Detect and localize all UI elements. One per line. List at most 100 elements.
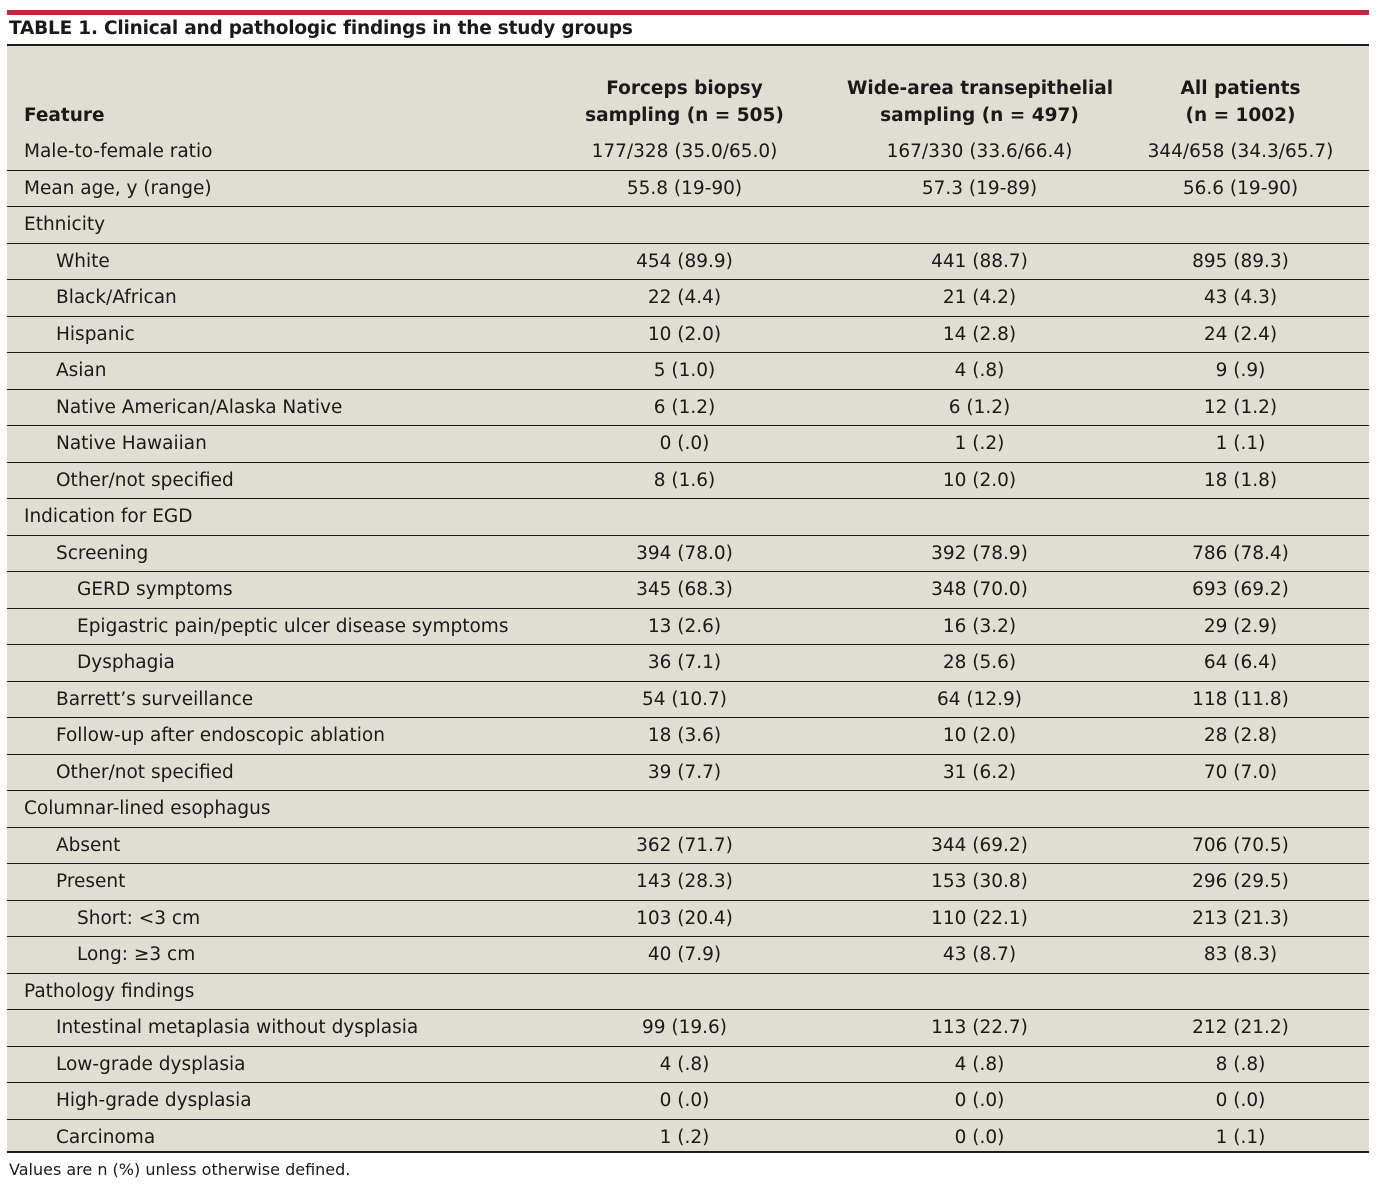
cell-all (1112, 206, 1369, 244)
cell-forceps: 1 (.2) (659, 1126, 710, 1148)
cell-forceps: 13 (2.6) (522, 608, 847, 645)
row-label: Follow-up after endoscopic ablation (7, 717, 522, 755)
section-label: Ethnicity (7, 206, 522, 244)
cell-wide-area: 64 (12.9) (847, 681, 1112, 718)
cell-wide-area: 4 (.8) (847, 352, 1112, 390)
table-row: Long: ≥3 cm 40 (7.9) 43 (8.7) 83 (8.3) (7, 936, 1369, 974)
cell-all (1112, 973, 1369, 1010)
cell-all: 1 (.1) (1112, 425, 1369, 463)
cell-wide-area: 14 (2.8) (847, 316, 1112, 353)
cell-wide-area: 43 (8.7) (847, 936, 1112, 974)
section-label: Indication for EGD (7, 498, 522, 536)
cell-all: 43 (4.3) (1112, 279, 1369, 317)
row-label: Native Hawaiian (7, 425, 522, 463)
cell-forceps: 4 (.8) (522, 1046, 847, 1083)
cell-wide-area: 10 (2.0) (847, 462, 1112, 499)
cell-wide-area: 28 (5.6) (847, 644, 1112, 682)
cell-forceps: 454 (89.9) (522, 243, 847, 280)
row-label: Barrett’s surveillance (7, 681, 522, 718)
row-label: White (7, 243, 522, 280)
cell-all: 56.6 (19-90) (1112, 170, 1369, 207)
cell-all: 895 (89.3) (1112, 243, 1369, 280)
cell-wide-area: 16 (3.2) (847, 608, 1112, 645)
cell-forceps: 362 (71.7) (522, 827, 847, 864)
table-row: Male-to-female ratio 177/328 (35.0/65.0)… (7, 134, 1369, 171)
header-wide-area-line1: Wide-area transepithelial (847, 78, 1114, 99)
cell-forceps: 55.8 (19-90) (522, 170, 847, 207)
cell-wide-area: 0 (.0) (847, 1082, 1112, 1120)
cell-wide-area: 153 (30.8) (847, 863, 1112, 901)
row-label: Low-grade dysplasia (7, 1046, 522, 1083)
table-row: High-grade dysplasia 0 (.0) 0 (.0) 0 (.0… (7, 1082, 1369, 1120)
table-row: Native Hawaiian 0 (.0) 1 (.2) 1 (.1) (7, 425, 1369, 463)
row-label: Short: <3 cm (7, 900, 522, 937)
cell-forceps: 22 (4.4) (522, 279, 847, 317)
table-row: Asian 5 (1.0) 4 (.8) 9 (.9) (7, 352, 1369, 390)
table-row: Hispanic 10 (2.0) 14 (2.8) 24 (2.4) (7, 316, 1369, 353)
cell-all: 83 (8.3) (1112, 936, 1369, 974)
row-label: Black/African (7, 279, 522, 317)
cell-all: 29 (2.9) (1112, 608, 1369, 645)
cell-wide-area: 392 (78.9) (847, 535, 1112, 572)
row-label: GERD symptoms (7, 571, 522, 609)
cell-wide-area: 110 (22.1) (847, 900, 1112, 937)
table-row: Dysphagia 36 (7.1) 28 (5.6) 64 (6.4) (7, 644, 1369, 682)
cell-all: 12 (1.2) (1112, 389, 1369, 426)
cell-all: 9 (.9) (1112, 352, 1369, 390)
cell-forceps: 10 (2.0) (522, 316, 847, 353)
cell-wide-area: 441 (88.7) (847, 243, 1112, 280)
cell-wide-area (847, 973, 1112, 1010)
row-label: Intestinal metaplasia without dysplasia (7, 1009, 522, 1047)
section-row: Indication for EGD (7, 498, 1369, 536)
cell-all: 8 (.8) (1112, 1046, 1369, 1083)
section-label: Pathology findings (7, 973, 522, 1010)
cell-all: 213 (21.3) (1112, 900, 1369, 937)
header-all-patients: All patients (n = 1002) (1112, 47, 1369, 134)
header-wide-area: Wide-area transepithelial sampling (n = … (847, 47, 1114, 134)
cell-all: 212 (21.2) (1112, 1009, 1369, 1047)
cell-forceps: 6 (1.2) (522, 389, 847, 426)
table-row: Present 143 (28.3) 153 (30.8) 296 (29.5) (7, 863, 1369, 901)
header-forceps-line1: Forceps biopsy (606, 78, 763, 99)
table-row: Native American/Alaska Native 6 (1.2) 6 … (7, 389, 1369, 426)
row-label: Epigastric pain/peptic ulcer disease sym… (7, 608, 522, 645)
cell-forceps: 103 (20.4) (522, 900, 847, 937)
table-row: Mean age, y (range) 55.8 (19-90) 57.3 (1… (7, 170, 1369, 207)
row-label: Native American/Alaska Native (7, 389, 522, 426)
cell-forceps (522, 973, 847, 1010)
cell-all: 706 (70.5) (1112, 827, 1369, 864)
header-row: Feature Forceps biopsy sampling (n = 505… (7, 47, 1369, 134)
cell-forceps: 18 (3.6) (522, 717, 847, 755)
table-row: White 454 (89.9) 441 (88.7) 895 (89.3) (7, 243, 1369, 280)
cell-all: 296 (29.5) (1112, 863, 1369, 901)
cell-all (1112, 498, 1369, 536)
cell-wide-area: 31 (6.2) (847, 754, 1112, 791)
table-row: GERD symptoms 345 (68.3) 348 (70.0) 693 … (7, 571, 1369, 609)
cell-forceps: 54 (10.7) (522, 681, 847, 718)
header-feature: Feature (24, 105, 105, 126)
row-label: Male-to-female ratio (7, 134, 522, 171)
cell-all: 344/658 (34.3/65.7) (1112, 134, 1369, 171)
cell-wide-area (847, 206, 1112, 244)
cell-wide-area: 57.3 (19-89) (847, 170, 1112, 207)
cell-wide-area: 348 (70.0) (847, 571, 1112, 609)
header-forceps: Forceps biopsy sampling (n = 505) (522, 47, 847, 134)
cell-forceps: 39 (7.7) (522, 754, 847, 791)
header-all-patients-line1: All patients (1180, 78, 1301, 99)
table-row: Intestinal metaplasia without dysplasia … (7, 1009, 1369, 1047)
cell-forceps: 0 (.0) (522, 425, 847, 463)
cell-wide-area (847, 498, 1112, 536)
cell-wide-area: 4 (.8) (847, 1046, 1112, 1083)
section-label: Columnar-lined esophagus (7, 790, 522, 828)
row-label: Other/not specified (7, 462, 522, 499)
cell-wide-area: 167/330 (33.6/66.4) (847, 134, 1112, 171)
cell-all: 1 (.1) (1215, 1126, 1266, 1148)
table-row: Black/African 22 (4.4) 21 (4.2) 43 (4.3) (7, 279, 1369, 317)
cell-forceps: 5 (1.0) (522, 352, 847, 390)
row-label: Other/not specified (7, 754, 522, 791)
header-all-patients-line2: (n = 1002) (1185, 105, 1296, 126)
cell-forceps: 394 (78.0) (522, 535, 847, 572)
cell-wide-area: 6 (1.2) (847, 389, 1112, 426)
cell-forceps: 345 (68.3) (522, 571, 847, 609)
table-row: Barrett’s surveillance 54 (10.7) 64 (12.… (7, 681, 1369, 718)
